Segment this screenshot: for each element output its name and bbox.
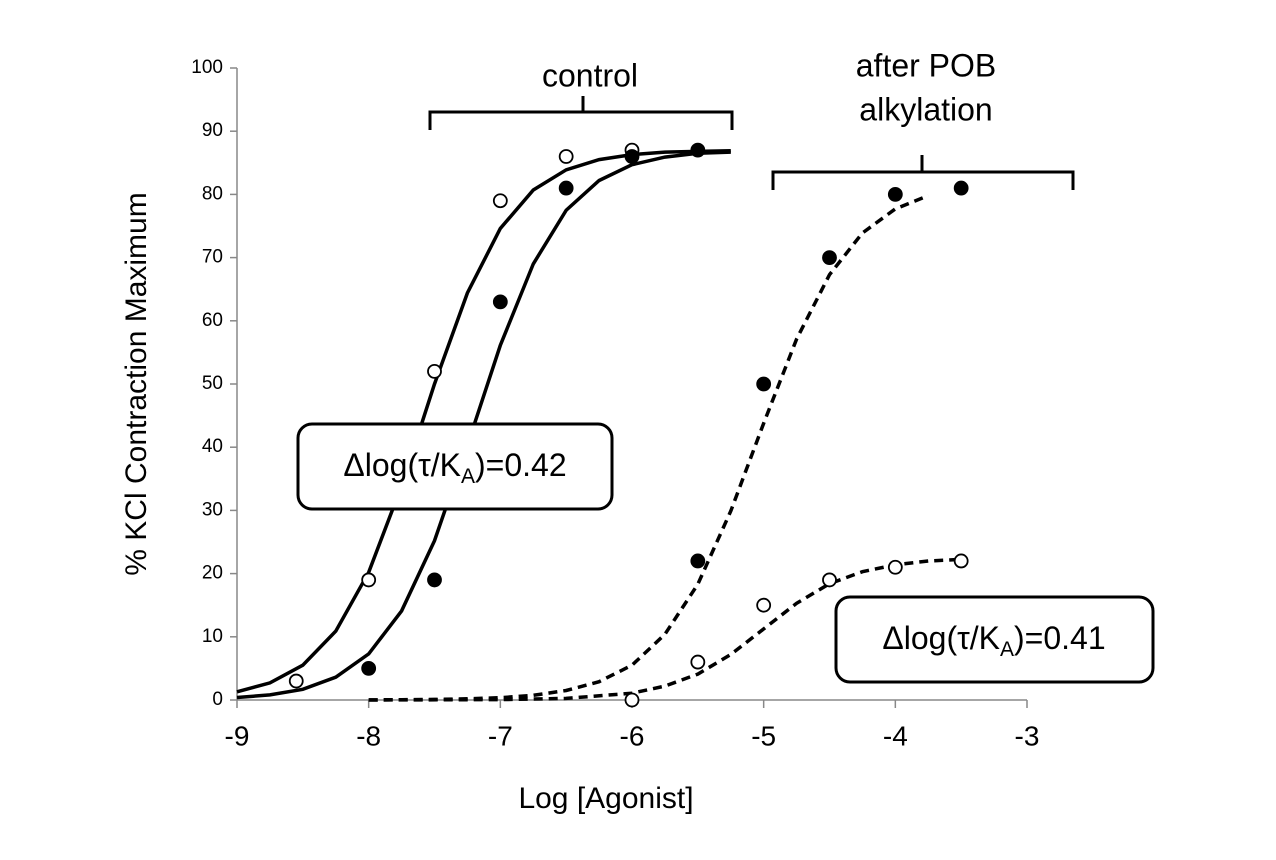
x-tick-label: -9 [225,720,250,751]
data-point [492,193,508,209]
data-point [624,149,640,164]
data-point [887,559,903,575]
x-tick-label: -4 [883,720,908,751]
data-point [690,553,706,569]
data-point [624,692,640,708]
data-point [756,376,772,392]
annotation: Δlog(τ/KA)=0.42 [343,447,566,487]
annotation: control [542,57,638,93]
data-point [690,654,706,670]
data-point [953,553,969,569]
data-point [558,149,574,164]
annotation-text: )=0.41 [1014,620,1106,656]
annotation-sub: A [1000,638,1014,661]
annotation-box [296,422,614,511]
y-tick-label: 80 [202,183,223,204]
data-point [756,597,772,613]
fit-line [236,149,731,694]
x-tick-label: -6 [620,720,645,751]
annotation: after POB [856,47,997,83]
data-point [492,294,508,310]
y-tick-label: 60 [202,310,223,331]
x-tick-label: -8 [356,720,381,751]
x-axis-label: Log [Agonist] [518,782,693,815]
data-point [361,572,377,588]
y-tick-label: 40 [202,436,223,457]
data-point [822,250,837,266]
y-tick-label: 0 [212,689,223,710]
data-point [887,186,903,202]
y-tick-label: 70 [202,247,223,268]
y-tick-label: 100 [191,57,223,78]
data-point [427,363,442,379]
x-tick-label: -5 [751,720,776,751]
data-point [427,572,442,588]
bracket [428,96,734,130]
y-tick-label: 10 [202,626,223,647]
y-tick-label: 50 [202,373,223,394]
bracket [771,155,1075,190]
data-point [822,572,837,588]
data-point [690,142,706,158]
annotation-text: Δlog(τ/K [343,447,461,483]
data-point [288,673,304,689]
annotation-box [834,595,1155,684]
x-tick-label: -7 [488,720,513,751]
annotation-sub: A [461,465,475,488]
y-tick-label: 20 [202,563,223,584]
data-point [361,661,377,676]
y-tick-label: 90 [202,120,223,141]
y-tick-label: 30 [202,499,223,520]
fit-line [236,150,731,700]
annotation-text: )=0.42 [475,447,567,483]
data-point [558,180,574,196]
annotation: alkylation [859,91,992,127]
y-axis-label: % KCl Contraction Maximum [120,192,153,575]
annotation: Δlog(τ/KA)=0.41 [882,620,1105,660]
annotation-text: Δlog(τ/K [882,620,1000,656]
x-tick-label: -3 [1015,720,1040,751]
data-point [953,180,969,196]
